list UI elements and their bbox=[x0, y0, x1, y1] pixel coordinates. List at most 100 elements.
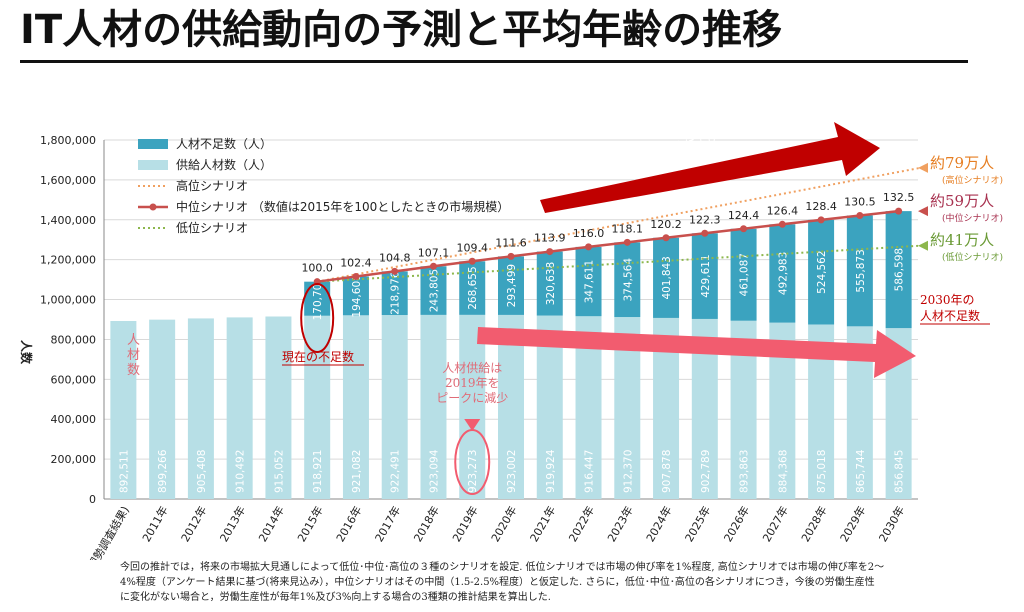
supply-value-label: 922,491 bbox=[390, 450, 402, 493]
x-tick-label: 2020年 bbox=[488, 504, 520, 545]
supply-bar bbox=[420, 314, 447, 499]
x-tick-label: 2011年 bbox=[139, 504, 171, 545]
supply-value-label: 865,744 bbox=[855, 449, 867, 493]
mid-scenario-point bbox=[468, 257, 476, 265]
supply-value-label: 892,511 bbox=[118, 450, 130, 493]
mid-index-label: 109.4 bbox=[456, 241, 488, 254]
shortage-value-label: 243,805 bbox=[428, 269, 440, 312]
mid-scenario-arrowhead bbox=[918, 206, 928, 217]
shortage-bar bbox=[459, 261, 486, 315]
supply-value-label: 875,018 bbox=[816, 450, 828, 493]
shortage-value-label: 586,598 bbox=[894, 248, 906, 291]
mid-index-label: 120.2 bbox=[650, 218, 682, 231]
supply-bar bbox=[226, 317, 253, 499]
shortage-bar bbox=[653, 237, 680, 318]
annotations: 約79万人(高位シナリオ)約59万人(中位シナリオ)約41万人(低位シナリオ)I… bbox=[127, 122, 1003, 495]
footnote-line: 今回の推計では，将来の市場拡大見通しによって低位･中位･高位の３種のシナリオを設… bbox=[120, 562, 885, 573]
mid-scenario-point bbox=[585, 243, 593, 251]
supply-value-label: 902,789 bbox=[700, 450, 712, 493]
y-tick-label: 400,000 bbox=[51, 413, 97, 426]
supply-value-label: 923,094 bbox=[428, 449, 440, 493]
shortage-value-label: 374,564 bbox=[622, 258, 634, 302]
supply-bar bbox=[342, 315, 369, 499]
mid-scenario-point bbox=[507, 252, 515, 260]
supply-bar bbox=[381, 315, 408, 499]
legend-label-mid: 中位シナリオ （数値は2015年を100としたときの市場規模） bbox=[176, 199, 509, 214]
supply-value-label: 912,370 bbox=[622, 450, 634, 493]
current-shortage-label: 現在の不足数 bbox=[282, 349, 354, 364]
mid-scenario-point bbox=[895, 207, 903, 215]
low-scenario-sublabel: (低位シナリオ) bbox=[942, 251, 1003, 263]
x-tick-label: 2012年 bbox=[178, 504, 210, 545]
mid-scenario-point bbox=[856, 211, 864, 219]
shortage-value-label: 347,611 bbox=[584, 260, 596, 303]
scenario-lines: 100.0 102.4 104.8 107.1 109.4 111.6 113.9 116.0… bbox=[301, 162, 928, 286]
chart: 0 200,000 400,000 600,000 800,000 1,000,000 1,… bbox=[19, 122, 1003, 561]
peak-annotation-line: ピークに減少 bbox=[436, 390, 508, 405]
footnote-line: 4%程度（アンケート結果に基づ(将来見込み），中位シナリオはその中間（1.5-2… bbox=[120, 577, 875, 588]
y-tick-label: 1,400,000 bbox=[40, 214, 96, 227]
supply-value-label: 915,052 bbox=[273, 450, 285, 493]
y-tick-label: 200,000 bbox=[51, 453, 97, 466]
shortage-bar bbox=[691, 233, 718, 319]
shortage-bar bbox=[536, 251, 563, 316]
x-tick-label: 2025年 bbox=[682, 504, 714, 545]
x-tick-label: 2022年 bbox=[565, 504, 597, 545]
y-tick-label: 1,600,000 bbox=[40, 174, 96, 187]
mid-scenario-point bbox=[352, 272, 360, 280]
mid-index-label: 124.4 bbox=[728, 209, 760, 222]
mid-scenario-point bbox=[391, 267, 399, 275]
x-tick-label: 2013年 bbox=[217, 504, 249, 545]
y-tick-label: 600,000 bbox=[51, 373, 97, 386]
x-tick-label: 2027年 bbox=[759, 504, 791, 545]
supply-value-label: 899,266 bbox=[157, 449, 169, 493]
supply-value-label: 893,863 bbox=[739, 450, 751, 493]
mid-scenario-line bbox=[317, 209, 899, 283]
shortage-bar bbox=[885, 211, 912, 329]
shortage-2030-label: 2030年の bbox=[920, 293, 975, 307]
high-scenario-line bbox=[317, 166, 921, 283]
x-tick-label: 2026年 bbox=[721, 504, 753, 545]
mid-index-label: 100.0 bbox=[301, 262, 333, 275]
mid-scenario-point bbox=[817, 216, 825, 224]
high-scenario-sublabel: (高位シナリオ) bbox=[942, 174, 1003, 186]
low-scenario-label: 約41万人 bbox=[930, 231, 994, 249]
mid-index-label: 113.9 bbox=[534, 232, 566, 245]
x-tick-label: 2024年 bbox=[643, 504, 675, 545]
jinzai-su-label: 数 bbox=[127, 363, 140, 378]
mid-index-label: 107.1 bbox=[418, 246, 450, 259]
legend-label-shortage: 人材不足数（人） bbox=[176, 136, 272, 151]
mid-scenario-point bbox=[623, 238, 631, 246]
mid-scenario-sublabel: (中位シナリオ) bbox=[942, 212, 1003, 224]
shortage-bar bbox=[304, 281, 331, 316]
shortage-bar bbox=[769, 224, 796, 323]
shortage-bar bbox=[575, 246, 602, 317]
x-tick-label: 2015年 bbox=[294, 504, 326, 545]
legend-swatch-mid-dot bbox=[149, 203, 157, 211]
supply-bar bbox=[187, 318, 214, 499]
market-expansion-arrow bbox=[540, 122, 880, 213]
jinzai-su-label: 人 bbox=[127, 333, 140, 348]
shortage-value-label: 194,608 bbox=[351, 274, 363, 317]
footnote-line: に変化がない場合と，労働生産性が毎年1%及び3%向上する場合の3種類の推計結果を… bbox=[120, 592, 551, 603]
mid-index-label: 102.4 bbox=[340, 256, 372, 269]
shortage-bar bbox=[614, 242, 641, 318]
y-axis-title: 人数 bbox=[19, 340, 34, 365]
x-axis: 2010年(国勢調査結果) 2011年 2012年 2013年 2014年 2015年 20… bbox=[63, 504, 907, 561]
high-scenario-label: 約79万人 bbox=[930, 154, 994, 172]
supply-value-label: 919,924 bbox=[545, 449, 557, 493]
supply-value-label: 910,492 bbox=[235, 450, 247, 493]
supply-value-label: 907,878 bbox=[661, 450, 673, 493]
shortage-value-label: 170,700 bbox=[312, 277, 324, 320]
shortage-bar bbox=[381, 271, 408, 316]
mid-index-label: 111.6 bbox=[495, 236, 527, 249]
shortage-value-label: 293,499 bbox=[506, 264, 518, 307]
supply-bar bbox=[149, 319, 176, 499]
legend-swatch-shortage bbox=[138, 139, 168, 149]
mid-scenario-point bbox=[429, 262, 437, 270]
mid-scenario-point bbox=[740, 225, 748, 233]
title-underline bbox=[20, 60, 968, 63]
shortage-2030-label: 人材不足数 bbox=[920, 308, 980, 323]
shortage-bar bbox=[498, 256, 524, 315]
x-tick-label: 2016年 bbox=[333, 504, 365, 545]
